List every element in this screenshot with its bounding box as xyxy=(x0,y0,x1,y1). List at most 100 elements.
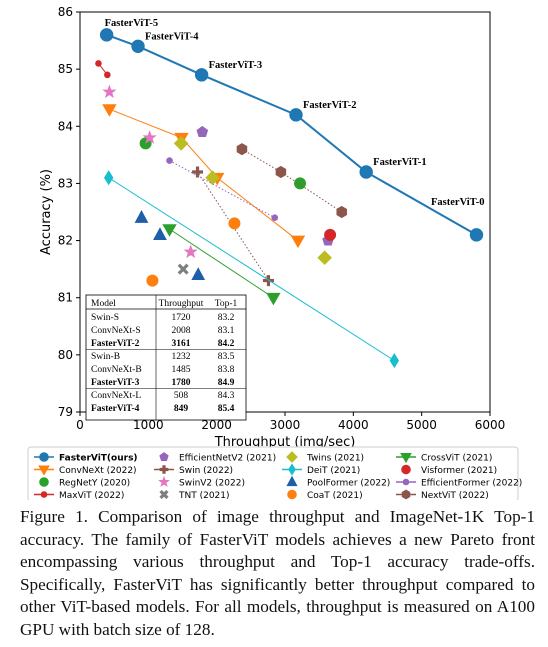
inset-table-header: Throughput xyxy=(159,299,204,309)
inset-table-cell: ConvNeXt-L xyxy=(91,391,141,401)
y-tick-label: 86 xyxy=(58,5,73,19)
inset-table-cell: ConvNeXt-S xyxy=(91,326,141,336)
x-tick-label: 3000 xyxy=(270,418,301,432)
marker xyxy=(286,451,298,463)
series-swinv2-2022- xyxy=(102,84,198,259)
marker xyxy=(196,125,209,137)
marker xyxy=(389,353,400,369)
inset-table-cell: 84.3 xyxy=(218,391,235,401)
marker xyxy=(177,263,189,275)
inset-table: Model Throughput Top-1 Swin-S 1720 83.2 ConvNe… xyxy=(85,294,247,421)
inset-table-cell: 2008 xyxy=(172,326,191,336)
inset-table-cell: 1232 xyxy=(172,352,191,362)
legend-item: ConvNeXt (2022) xyxy=(34,465,137,476)
marker xyxy=(236,143,248,156)
legend-label: ConvNeXt (2022) xyxy=(59,466,137,476)
inset-table-cell: 83.2 xyxy=(218,313,235,323)
legend-label: FasterViT(ours) xyxy=(59,454,138,464)
series-crossvit-2021- xyxy=(162,224,281,306)
marker xyxy=(166,157,173,164)
legend-label: NextViT (2022) xyxy=(421,491,489,500)
legend-item: CoaT (2021) xyxy=(287,489,363,500)
legend-label: PoolFormer (2022) xyxy=(307,479,390,489)
inset-table-cell: 84.2 xyxy=(218,339,235,349)
marker xyxy=(104,71,111,79)
marker xyxy=(183,244,198,259)
legend: FasterViT(ours) EfficientNetV2 (2021) Twin… xyxy=(27,446,522,500)
y-axis-label: Accuracy (%) xyxy=(39,169,54,255)
marker xyxy=(271,214,279,222)
legend-item: RegNetY (2020) xyxy=(39,477,130,489)
x-tick-label: 2000 xyxy=(201,418,232,432)
series-line xyxy=(241,148,342,213)
legend-label: Swin (2022) xyxy=(179,466,233,476)
inset-table-cell: 83.5 xyxy=(218,352,235,362)
marker xyxy=(40,491,48,498)
marker xyxy=(39,477,49,487)
inset-table-cell: 1780 xyxy=(172,378,191,388)
point-label: FasterViT-0 xyxy=(431,197,484,208)
y-tick-label: 81 xyxy=(58,291,73,305)
marker xyxy=(159,489,169,500)
y-tick-label: 80 xyxy=(58,348,73,362)
marker xyxy=(317,250,332,266)
marker xyxy=(159,452,169,461)
inset-table-cell: 508 xyxy=(174,391,189,401)
marker xyxy=(401,489,411,500)
y-tick-label: 79 xyxy=(58,405,73,419)
marker xyxy=(266,292,281,306)
marker xyxy=(162,224,177,237)
series-visformer-2021- xyxy=(324,228,337,241)
legend-item: FasterViT(ours) xyxy=(34,452,138,464)
marker xyxy=(173,136,189,151)
x-tick-label: 0 xyxy=(76,418,84,432)
marker xyxy=(287,489,297,500)
inset-table-cell: ConvNeXt-B xyxy=(91,365,142,375)
x-tick-label: 1000 xyxy=(133,418,164,432)
inset-table-header: Model xyxy=(91,299,116,309)
series-fastervit-ours-: FasterViT-0 FasterViT-1 FasterViT-2 FasterV… xyxy=(99,18,484,242)
x-tick-label: 5000 xyxy=(406,418,437,432)
marker xyxy=(194,68,209,82)
x-axis-label: Throughput (img/sec) xyxy=(214,435,356,450)
series-coat-2021- xyxy=(146,217,241,287)
legend-label: Twins (2021) xyxy=(306,454,364,464)
legend-label: SwinV2 (2022) xyxy=(179,479,245,489)
marker xyxy=(288,463,296,476)
legend-item: Visformer (2021) xyxy=(401,464,497,476)
legend-label: CoaT (2021) xyxy=(307,491,363,500)
series-line xyxy=(169,228,274,299)
marker xyxy=(400,453,412,464)
marker xyxy=(102,84,117,99)
inset-table-cell: FasterViT-3 xyxy=(91,378,140,388)
inset-table-cell: Swin-B xyxy=(91,352,120,362)
legend-label: EfficientNetV2 (2021) xyxy=(179,454,276,464)
legend-item: NextViT (2022) xyxy=(396,489,489,500)
inset-table-cell: FasterViT-4 xyxy=(91,404,140,414)
legend-label: TNT (2021) xyxy=(178,491,230,500)
inset-table-cell: 849 xyxy=(174,404,189,414)
y-tick-label: 82 xyxy=(58,234,73,248)
inset-table-cell: 83.1 xyxy=(218,326,235,336)
series-deit-2021- xyxy=(103,170,400,369)
legend-item: CrossViT (2021) xyxy=(396,453,492,464)
series-nextvit-2022- xyxy=(236,143,347,219)
inset-table-frame xyxy=(85,294,247,421)
marker xyxy=(289,108,303,122)
legend-item: TNT (2021) xyxy=(159,489,230,500)
inset-table-cell: 1485 xyxy=(172,365,191,375)
marker xyxy=(153,227,167,241)
comparison-chart: 0 1000 2000 3000 4000 5000 6000 79 80 81 82 83 84 85 8… xyxy=(27,5,522,500)
series-line xyxy=(108,177,395,361)
series-poolformer-2022- xyxy=(134,210,206,281)
series-efficientformer-2022- xyxy=(166,157,279,222)
marker xyxy=(103,170,114,186)
point-label: FasterViT-2 xyxy=(303,100,356,111)
marker xyxy=(275,165,287,179)
inset-table-header: Top-1 xyxy=(215,299,238,309)
marker xyxy=(134,210,149,223)
legend-item: MaxViT (2022) xyxy=(34,491,124,500)
legend-label: DeiT (2021) xyxy=(307,466,360,476)
legend-item: Twins (2021) xyxy=(286,451,364,464)
inset-table-cell: 84.9 xyxy=(218,378,235,388)
